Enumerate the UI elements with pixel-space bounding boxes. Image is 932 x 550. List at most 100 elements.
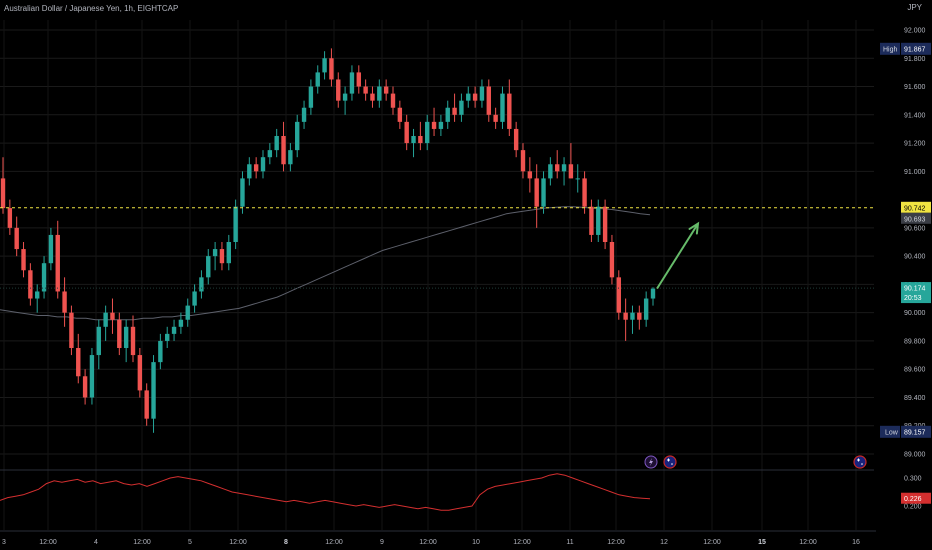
candle (486, 79, 491, 122)
candle (178, 312, 184, 334)
candle (431, 107, 437, 136)
candle-body (35, 291, 40, 299)
australia-flag-icon[interactable] (853, 455, 867, 469)
candle (151, 355, 156, 433)
candle-body (158, 340, 163, 363)
candle (548, 157, 553, 186)
candle-body (555, 164, 560, 172)
candle (253, 157, 259, 179)
candle (616, 270, 621, 320)
candlestick-series[interactable] (0, 48, 656, 433)
line-price-value: 90.742 (904, 205, 926, 212)
candle-body (110, 312, 115, 320)
candle (295, 114, 300, 158)
price-axis[interactable]: 92.000 91.800 91.600 91.400 91.200 91.000 90.6… (876, 0, 932, 550)
candle-body (349, 72, 355, 94)
time-label: 16 (852, 539, 860, 546)
time-label: 5 (188, 539, 192, 546)
candle (390, 86, 396, 115)
candle-body (596, 206, 601, 235)
candle-body (459, 100, 464, 115)
candle (322, 51, 327, 80)
candle (206, 249, 211, 285)
australia-flag-icon[interactable] (663, 455, 677, 469)
low-label: Low (885, 429, 899, 436)
time-axis[interactable]: 3 12:00 4 12:00 5 12:00 8 12:00 9 12:00 10 12:00 11 1… (0, 530, 876, 546)
candle-body (103, 312, 108, 327)
time-label: 12:00 (513, 539, 531, 546)
price-tick: 91.600 (904, 84, 926, 91)
candle (55, 220, 60, 299)
candle (288, 143, 293, 172)
candle-body (165, 333, 170, 341)
candle (329, 48, 334, 87)
candle-body (466, 93, 471, 101)
ma-value-bg (901, 212, 931, 224)
time-label: 12:00 (325, 539, 343, 546)
candle-body (7, 208, 13, 228)
candle (185, 298, 190, 327)
candle (623, 298, 628, 341)
candle (555, 150, 560, 179)
candle (14, 216, 19, 257)
candle (267, 143, 273, 165)
candle-body (308, 86, 314, 108)
candle (89, 348, 95, 405)
high-value-bg (901, 42, 931, 55)
candle-body (486, 86, 491, 115)
candle-body (548, 164, 553, 179)
candle (199, 270, 204, 299)
time-label: 15 (758, 539, 766, 546)
candle (596, 199, 601, 242)
candle (493, 107, 498, 129)
time-label: 12 (660, 539, 668, 546)
candle-body (602, 206, 608, 242)
candle (260, 150, 266, 179)
chart-title: Australian Dollar / Japanese Yen, 1h, EI… (4, 4, 179, 13)
candle-body (62, 291, 67, 313)
candle (41, 256, 47, 299)
candle (212, 242, 218, 271)
indicator-current-bg (901, 492, 931, 504)
event-markers[interactable] (644, 455, 867, 469)
candle (383, 79, 389, 101)
time-label: 3 (2, 539, 6, 546)
chart-grid (0, 20, 874, 530)
candle (452, 93, 457, 122)
candle-body (630, 312, 635, 320)
high-label-bg (880, 42, 900, 55)
candle-body (452, 107, 457, 115)
candle (349, 65, 355, 101)
candle (637, 305, 642, 330)
candle (28, 263, 33, 306)
candle (165, 326, 170, 348)
candle (110, 298, 115, 334)
candle (472, 86, 478, 108)
candle (301, 100, 307, 129)
candle (650, 287, 656, 306)
candle (137, 348, 143, 398)
indicator-pane[interactable] (0, 473, 651, 511)
lightning-icon[interactable] (644, 455, 658, 469)
chart-overlays (0, 207, 874, 290)
candle (192, 284, 197, 313)
candle-body (301, 107, 307, 122)
candle (582, 171, 587, 214)
candle-body (411, 136, 416, 144)
candle (144, 383, 149, 426)
time-label: 12:00 (799, 539, 817, 546)
price-tick: 90.600 (904, 225, 926, 232)
candle (274, 128, 279, 158)
candle-body (342, 93, 348, 101)
candle-body (520, 150, 526, 172)
time-label: 10 (472, 539, 480, 546)
candle-body (397, 107, 403, 122)
candle-body (192, 291, 197, 306)
candle-body (589, 206, 594, 235)
candle (35, 284, 40, 313)
time-label: 12:00 (607, 539, 625, 546)
candle (171, 319, 177, 341)
candle-body (151, 362, 156, 419)
candle-body (267, 150, 273, 158)
